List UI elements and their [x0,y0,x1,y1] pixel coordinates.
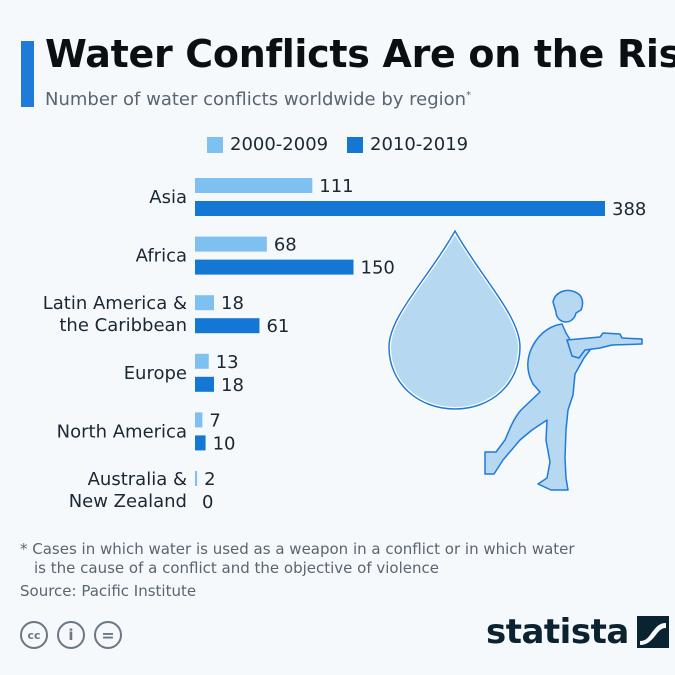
bar-africa-2010-2019 [195,259,354,275]
data-label: 7 [209,410,220,431]
bar-north-america-2010-2019 [195,435,206,451]
footnote-line-1: * Cases in which water is used as a weap… [20,540,575,558]
soldier-icon [484,289,643,491]
brand-name: statista [486,612,629,652]
bar-europe-2010-2019 [195,376,215,392]
data-label: 0 [202,492,213,513]
bar-latin-america-the-caribbean-2000-2009 [195,295,215,311]
data-label: 150 [361,258,395,279]
data-label: 111 [319,176,353,197]
legend-label-2010-2019: 2010-2019 [370,134,469,155]
water-drop-outline [388,229,521,410]
category-label: Australia & [88,469,187,490]
category-label: New Zealand [69,491,187,512]
legend-swatch-2010-2019 [347,136,363,153]
page-subtitle: Number of water conflicts worldwide by r… [45,89,472,110]
legend-swatch-2000-2009 [207,136,223,153]
legend-item-2000-2009: 2000-2009 [207,134,328,155]
data-label: 2 [204,469,215,490]
by-icon[interactable]: i [57,621,85,649]
title-accent-bar [21,41,34,107]
category-label: Asia [149,187,187,208]
bar-asia-2000-2009 [195,178,313,193]
source-text: Source: Pacific Institute [20,582,197,600]
data-label: 68 [274,235,297,256]
footnote: * Cases in which water is used as a weap… [20,540,660,578]
statista-mark-icon [636,616,669,648]
bar-asia-2010-2019 [195,201,605,216]
data-label: 18 [221,375,244,396]
license-icons: cc i = [20,621,122,649]
legend-item-2010-2019: 2010-2019 [347,134,468,155]
cc-icon[interactable]: cc [20,621,48,649]
bar-africa-2000-2009 [195,236,267,252]
data-label: 13 [216,352,239,373]
statista-logo[interactable]: statista [486,612,669,652]
page-title: Water Conflicts Are on the Rise [45,32,675,76]
data-label: 18 [221,293,244,314]
bar-australia-new-zealand-2000-2009 [195,471,198,486]
category-label: Europe [124,363,187,384]
nd-icon[interactable]: = [94,621,122,649]
chart-legend: 2000-2009 2010-2019 [0,134,675,158]
category-label: Latin America & [43,293,187,314]
footnote-line-2: is the cause of a conflict and the objec… [34,559,439,577]
category-label: North America [57,421,187,442]
data-label: 10 [213,433,236,454]
category-label: Africa [136,246,187,267]
water-drop-icon [386,226,523,412]
bar-latin-america-the-caribbean-2010-2019 [195,318,260,334]
data-label: 61 [266,316,289,337]
bar-north-america-2000-2009 [195,412,203,428]
bar-europe-2000-2009 [195,353,209,369]
legend-label-2000-2009: 2000-2009 [230,134,329,155]
category-label: the Caribbean [59,315,187,336]
data-label: 388 [612,199,646,220]
